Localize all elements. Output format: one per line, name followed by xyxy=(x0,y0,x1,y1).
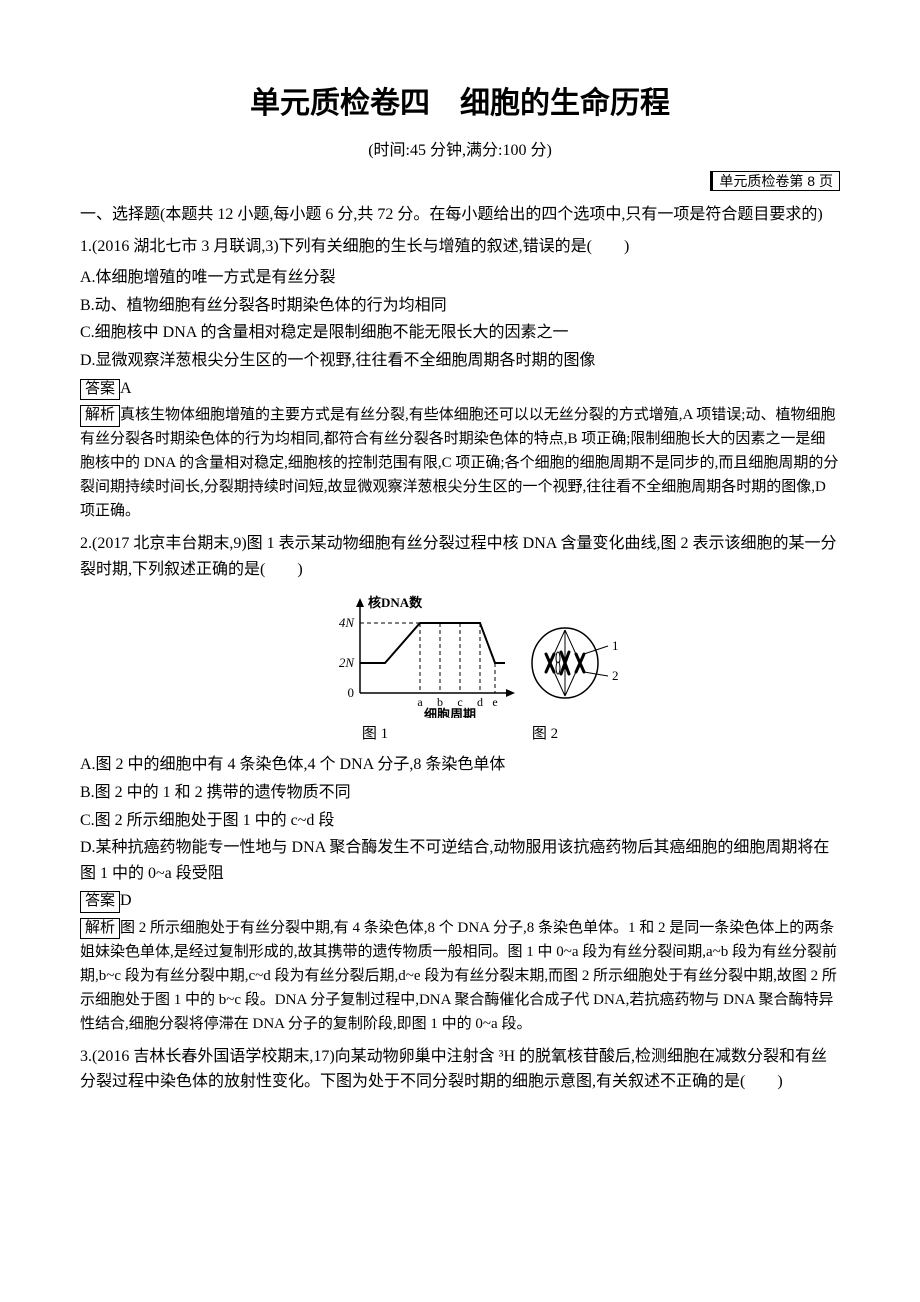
fig1-caption: 图 1 xyxy=(362,722,388,746)
page-title: 单元质检卷四 细胞的生命历程 xyxy=(80,80,840,128)
q3-stem: 3.(2016 吉林长春外国语学校期末,17)向某动物卵巢中注射含 ³H 的脱氧… xyxy=(80,1044,840,1095)
q2-figures: 0 2N 4N 核DNA数 a b c d e 细胞周期 xyxy=(80,588,840,718)
xtick-e: e xyxy=(492,695,497,709)
q1-option-c: C.细胞核中 DNA 的含量相对稳定是限制细胞不能无限长大的因素之一 xyxy=(80,320,840,346)
q1-option-d: D.显微观察洋葱根尖分生区的一个视野,往往看不全细胞周期各时期的图像 xyxy=(80,348,840,374)
q1-answer: A xyxy=(120,380,132,397)
xtick-d: d xyxy=(477,695,483,709)
q2-option-a: A.图 2 中的细胞中有 4 条染色体,4 个 DNA 分子,8 条染色单体 xyxy=(80,752,840,778)
q2-explain: 解析图 2 所示细胞处于有丝分裂中期,有 4 条染色体,8 个 DNA 分子,8… xyxy=(80,916,840,1036)
fig2-caption: 图 2 xyxy=(532,722,558,746)
cell-diagram: 1 2 xyxy=(532,628,619,698)
section-heading: 一、选择题(本题共 12 小题,每小题 6 分,共 72 分。在每小题给出的四个… xyxy=(80,202,840,228)
q1-stem: 1.(2016 湖北七市 3 月联调,3)下列有关细胞的生长与增殖的叙述,错误的… xyxy=(80,234,840,260)
xtick-a: a xyxy=(417,695,423,709)
q2-option-b: B.图 2 中的 1 和 2 携带的遗传物质不同 xyxy=(80,780,840,806)
q2-answer-row: 答案D xyxy=(80,888,840,914)
annot-1: 1 xyxy=(612,638,619,653)
answer-label: 答案 xyxy=(80,379,120,401)
q2-stem: 2.(2017 北京丰台期末,9)图 1 表示某动物细胞有丝分裂过程中核 DNA… xyxy=(80,531,840,582)
y-axis-arrow xyxy=(356,598,364,607)
q2-figure-captions: 图 1 图 2 xyxy=(80,722,840,746)
annot-2: 2 xyxy=(612,668,619,683)
q2-option-c: C.图 2 所示细胞处于图 1 中的 c~d 段 xyxy=(80,808,840,834)
page-label: 单元质检卷第 8 页 xyxy=(710,171,840,191)
ylabel: 核DNA数 xyxy=(368,595,423,610)
ytick-2n: 2N xyxy=(339,655,356,670)
ytick-0: 0 xyxy=(348,685,355,700)
q1-option-b: B.动、植物细胞有丝分裂各时期染色体的行为均相同 xyxy=(80,293,840,319)
x-axis-arrow xyxy=(506,689,515,697)
q1-explain: 解析真核生物体细胞增殖的主要方式是有丝分裂,有些体细胞还可以以无丝分裂的方式增殖… xyxy=(80,403,840,523)
q2-answer: D xyxy=(120,892,132,909)
explain-label: 解析 xyxy=(80,918,120,940)
q1-option-a: A.体细胞增殖的唯一方式是有丝分裂 xyxy=(80,265,840,291)
dna-curve xyxy=(360,623,505,663)
explain-label: 解析 xyxy=(80,405,120,427)
page-label-row: 单元质检卷第 8 页 xyxy=(80,170,840,194)
ytick-4n: 4N xyxy=(339,615,356,630)
q2-chart-svg: 0 2N 4N 核DNA数 a b c d e 细胞周期 xyxy=(300,588,620,718)
q2-option-d: D.某种抗癌药物能专一性地与 DNA 聚合酶发生不可逆结合,动物服用该抗癌药物后… xyxy=(80,835,840,886)
xlabel: 细胞周期 xyxy=(424,707,476,718)
q1-answer-row: 答案A xyxy=(80,376,840,402)
subtitle: (时间:45 分钟,满分:100 分) xyxy=(80,138,840,164)
answer-label: 答案 xyxy=(80,891,120,913)
